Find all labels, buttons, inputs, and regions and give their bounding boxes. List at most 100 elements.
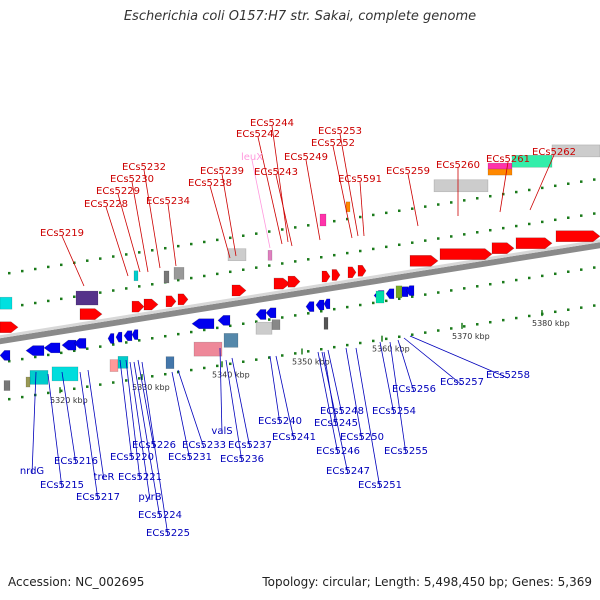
bottom-guide-inner-dot — [216, 326, 219, 330]
top-guide-outer-dot — [567, 182, 570, 185]
bottom-guide-inner-dot — [580, 268, 583, 271]
label-leader — [117, 193, 141, 273]
bottom-guide-outer-dot — [359, 341, 362, 345]
bottom-guide-outer-dot — [255, 358, 258, 361]
top-guide-inner-dot — [294, 260, 297, 263]
reverse-gene-arrow — [315, 299, 325, 311]
bottom-guide-inner-dot — [307, 312, 310, 315]
bottom-guide-outer-dot — [190, 368, 193, 372]
bottom-guide-inner-dot — [476, 285, 479, 288]
reverse-gene-arrow — [385, 288, 395, 300]
forward-gene-arrow — [491, 242, 515, 255]
label-leader — [529, 154, 555, 211]
gene-label: ECs5254 — [372, 406, 416, 417]
top-guide-outer-dot — [242, 234, 245, 237]
bottom-guide-inner-dot — [372, 301, 375, 305]
backbone-highlight — [0, 239, 600, 339]
bottom-guide-inner-dot — [138, 339, 141, 342]
bottom-guide-outer-dot — [567, 308, 570, 311]
forward-gene-arrow — [439, 248, 493, 260]
gene-label: ECs5234 — [146, 196, 190, 207]
gene-box — [511, 154, 553, 168]
genome-summary: Topology: circular; Length: 5,498,450 bp… — [262, 575, 592, 589]
top-guide-inner-dot — [203, 274, 206, 278]
top-guide-inner-dot — [515, 224, 518, 228]
forward-gene-arrow — [409, 255, 439, 267]
bottom-guide-inner-dot — [190, 330, 193, 334]
forward-gene-arrow — [231, 284, 247, 297]
bottom-guide-inner-dot — [125, 341, 128, 344]
gene-label: ECs5255 — [384, 446, 428, 457]
label-leaders — [31, 125, 555, 537]
forward-gene-arrow — [143, 298, 159, 311]
gene-features — [0, 144, 600, 391]
bottom-guide-outer-dot — [476, 323, 479, 326]
reverse-gene-arrow — [217, 315, 231, 326]
gene-label: ECs5236 — [220, 454, 264, 465]
gene-box — [3, 380, 11, 391]
gene-label: treR — [94, 472, 115, 483]
bottom-guide-outer-dot — [463, 325, 466, 328]
gene-label: ECs5221 — [118, 472, 162, 483]
forward-gene-arrow — [177, 293, 189, 306]
bottom-guide-inner-dot — [99, 345, 102, 348]
bottom-guide-outer-dot — [593, 304, 596, 307]
label-leader — [379, 341, 395, 415]
top-guide-outer-dot — [515, 190, 518, 194]
top-guide-outer-dot — [268, 230, 271, 233]
forward-gene-arrow — [79, 308, 103, 320]
label-leader — [257, 136, 283, 245]
gene-label: ECs5241 — [272, 432, 316, 443]
gene-label: ECs5252 — [311, 138, 355, 149]
reverse-gene-arrow — [131, 329, 139, 340]
bottom-guide-inner-dot — [151, 337, 154, 340]
genome-title: Escherichia coli O157:H7 str. Sakai, com… — [123, 9, 477, 24]
label-leader — [61, 371, 77, 465]
top-guide-inner-dot — [320, 256, 323, 259]
gene-label: ECs5224 — [138, 510, 182, 521]
top-guide-outer-dot — [411, 207, 414, 210]
bottom-guide-outer-dot — [294, 352, 297, 355]
label-leader — [332, 145, 353, 239]
reverse-gene-arrow — [107, 333, 115, 344]
gene-label: ECs5258 — [486, 370, 530, 381]
label-leader — [359, 181, 365, 237]
gene-box — [173, 267, 185, 280]
top-guide-outer-dot — [424, 205, 427, 208]
top-guide-outer-dot — [437, 203, 440, 206]
bottom-guide-inner-dot — [320, 310, 323, 313]
bottom-guide-outer-dot — [489, 320, 492, 324]
reverse-gene-arrow — [73, 338, 87, 349]
top-guide-inner-dot — [47, 299, 50, 303]
bottom-guide-inner-dot — [255, 320, 258, 323]
top-guide-inner-dot — [21, 303, 24, 307]
reverse-gene-arrow — [191, 318, 215, 330]
label-leader — [167, 203, 177, 267]
gene-label: ECs5240 — [258, 416, 302, 427]
gene-label: ECs5238 — [188, 178, 232, 189]
bottom-guide-outer-dot — [268, 356, 271, 359]
bottom-guide-inner-dot — [333, 307, 336, 311]
gene-box — [255, 321, 273, 335]
top-guide-inner-dot — [463, 233, 466, 236]
sequence-backbone — [0, 239, 600, 345]
top-guide-inner-dot — [593, 212, 596, 215]
top-guide-inner-dot — [229, 270, 232, 274]
scale-tick-label: 5340 kbp — [212, 370, 250, 379]
gene-box — [133, 270, 139, 282]
bottom-guide-inner-dot — [515, 278, 518, 282]
gene-label: ECs5225 — [146, 528, 190, 539]
label-leader — [141, 361, 169, 537]
reverse-gene-arrow — [25, 345, 45, 356]
top-guide-inner-dot — [476, 231, 479, 234]
label-leader — [269, 355, 281, 425]
bottom-guide-outer-dot — [151, 375, 154, 378]
label-leader — [317, 351, 339, 455]
gene-box — [345, 201, 351, 213]
forward-gene-arrow — [165, 295, 177, 308]
gene-box — [433, 179, 489, 193]
top-guide-inner-dot — [177, 278, 180, 282]
bottom-guide-outer-dot — [281, 354, 284, 357]
top-guide-inner-dot — [411, 241, 414, 244]
